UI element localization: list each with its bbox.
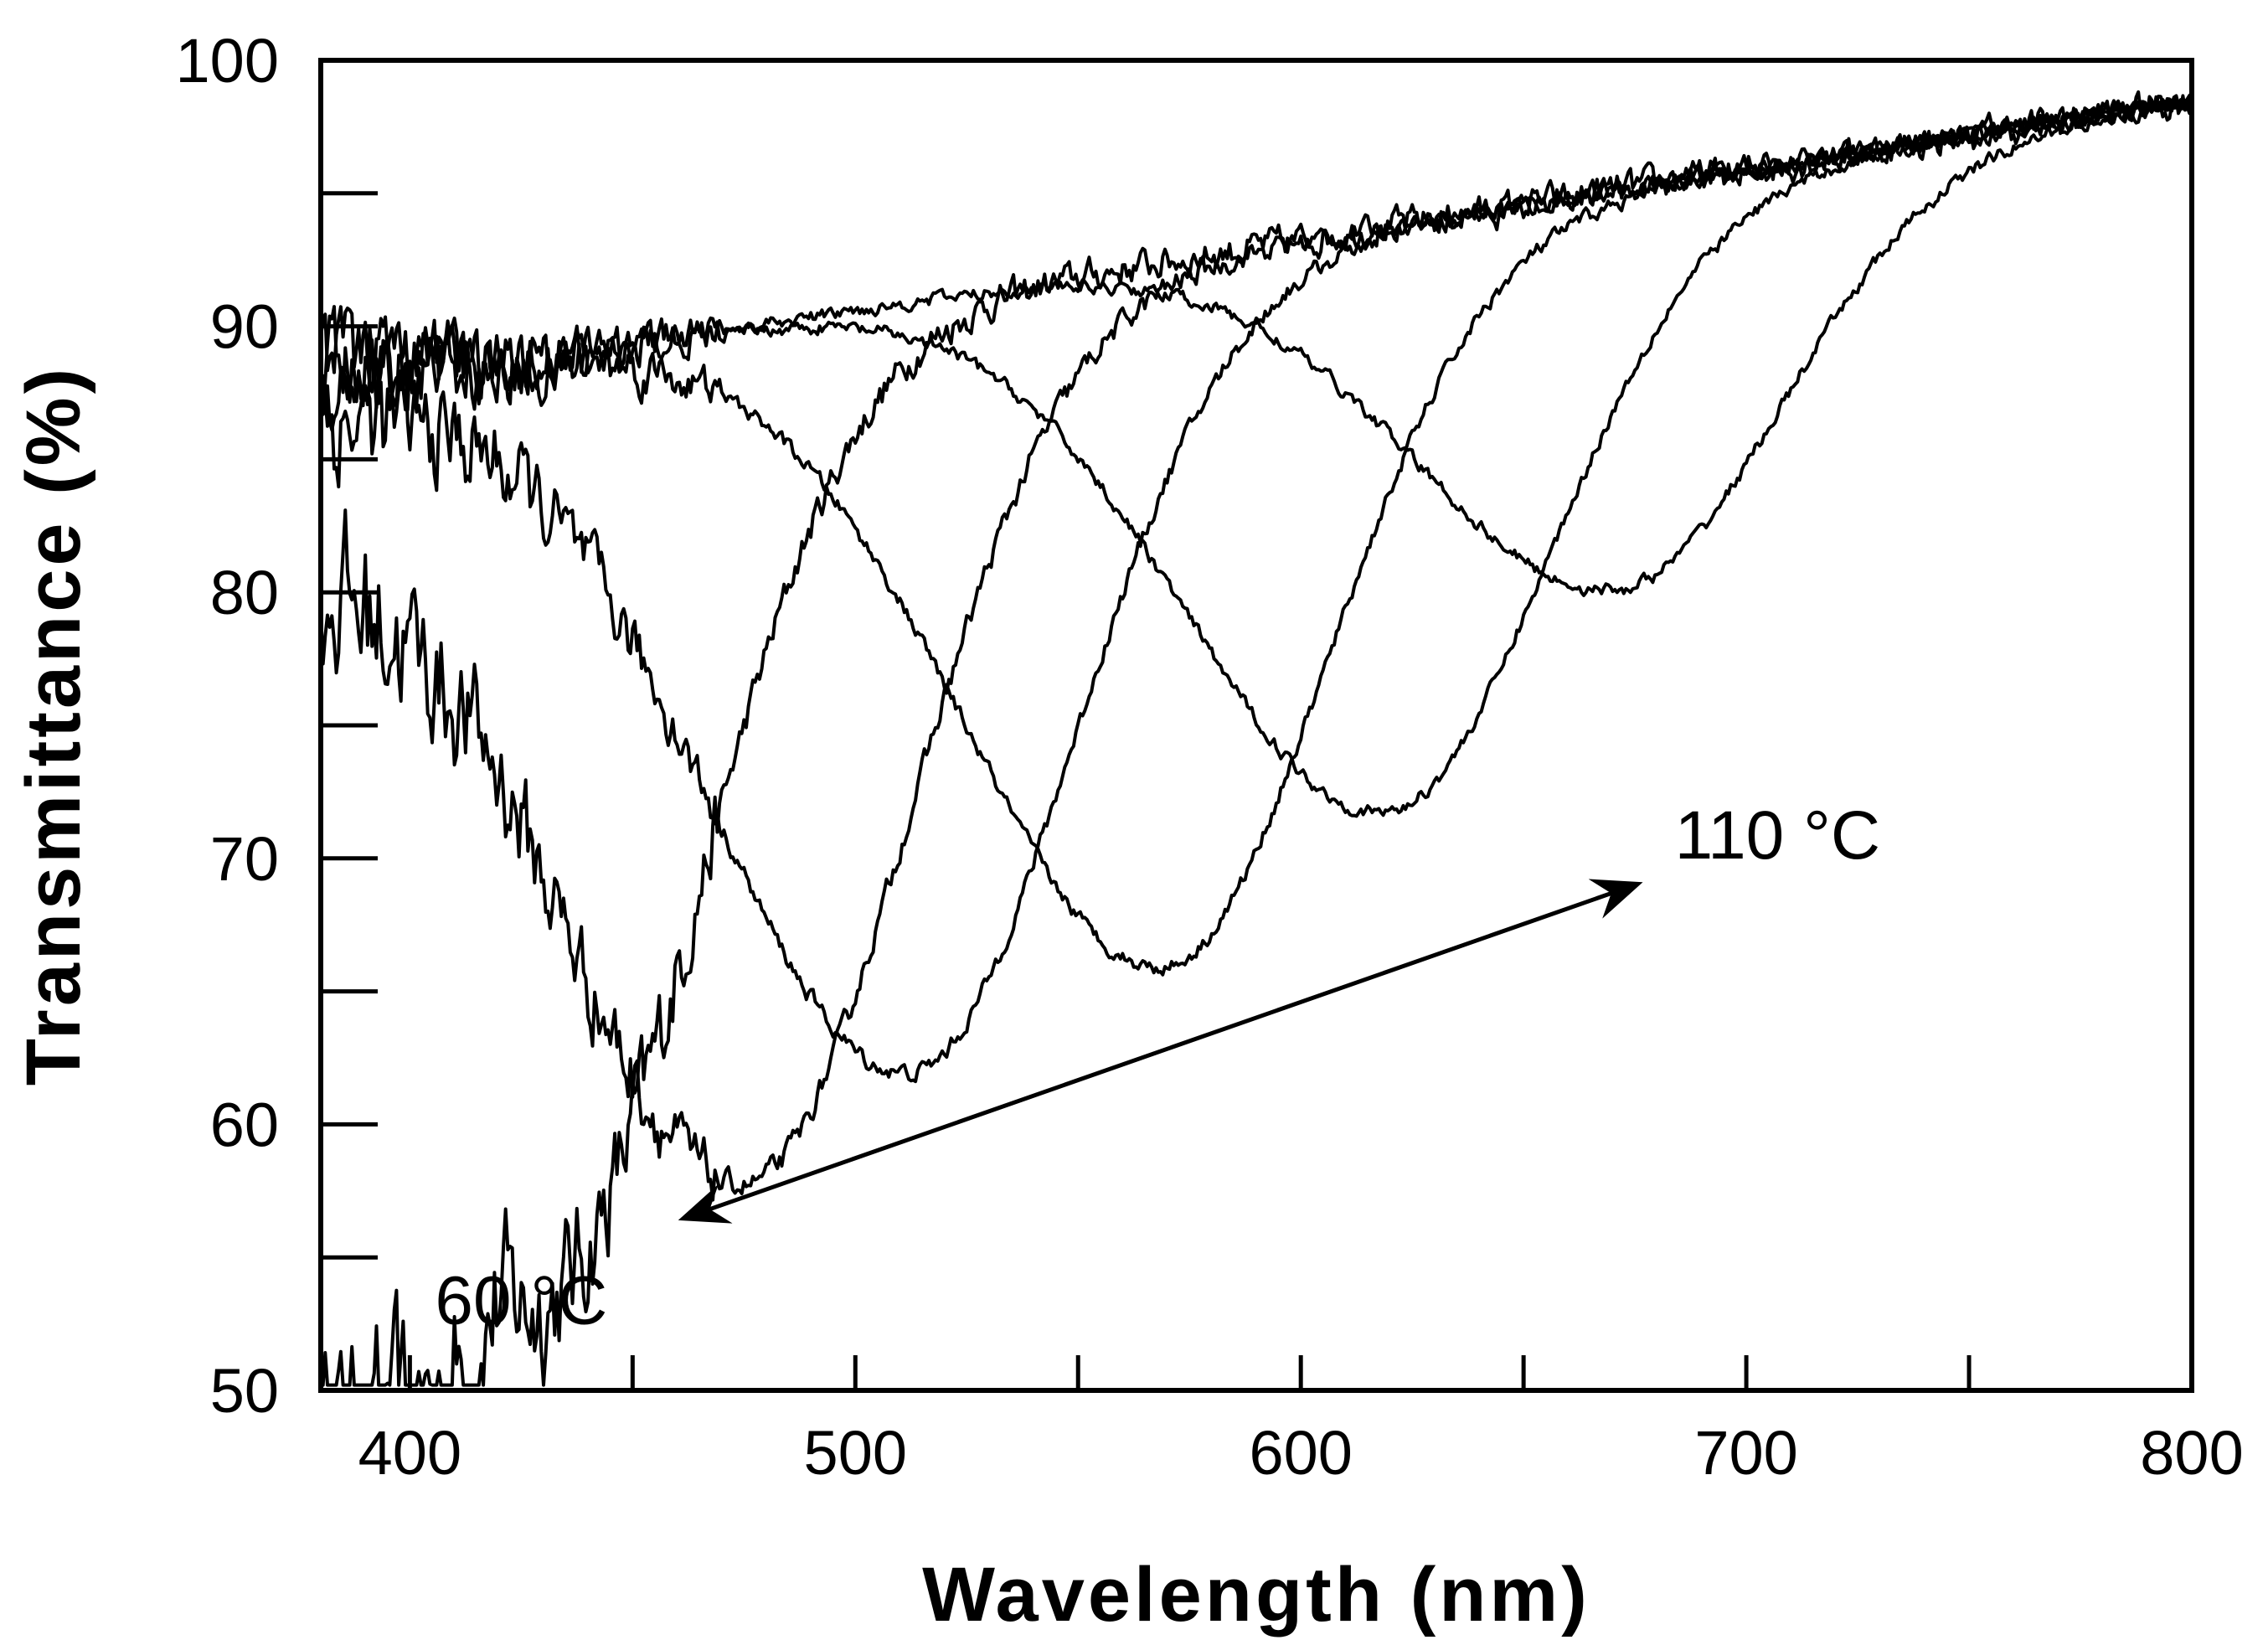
x-tick-label: 500: [804, 1418, 907, 1488]
y-tick-label: 50: [210, 1356, 279, 1426]
y-tick-label: 60: [210, 1090, 279, 1159]
curve-60c: [321, 90, 2193, 1387]
annotation-label: 60 °C: [435, 1263, 607, 1339]
temperature-arrow: [678, 879, 1643, 1224]
y-tick-label: 100: [176, 26, 279, 95]
tick-labels: 400 500 600 700 800 50 60 70 80 90 100: [176, 26, 2244, 1488]
x-tick-label: 700: [1694, 1418, 1797, 1488]
y-tick-label: 90: [210, 292, 279, 362]
data-curves: [319, 90, 2193, 1387]
annotation-label: 110 °C: [1675, 797, 1881, 874]
y-tick-label: 80: [210, 558, 279, 627]
annotations: 60 °C 110 °C: [435, 797, 1880, 1339]
curve-110c: [319, 98, 2193, 597]
x-tick-label: 600: [1249, 1418, 1352, 1488]
x-tick-label: 800: [2140, 1418, 2243, 1488]
axis-ticks: [321, 58, 2194, 1393]
y-tick-label: 70: [210, 824, 279, 894]
curve-100c: [319, 100, 2193, 818]
curve-90c: [319, 95, 2193, 977]
y-axis-title: Transmittance (%): [11, 365, 96, 1086]
x-axis-title: Wavelength (nm): [922, 1552, 1590, 1637]
curve-80c: [320, 92, 2193, 1084]
curve-70c: [319, 95, 2193, 1202]
x-tick-label: 400: [358, 1418, 461, 1488]
